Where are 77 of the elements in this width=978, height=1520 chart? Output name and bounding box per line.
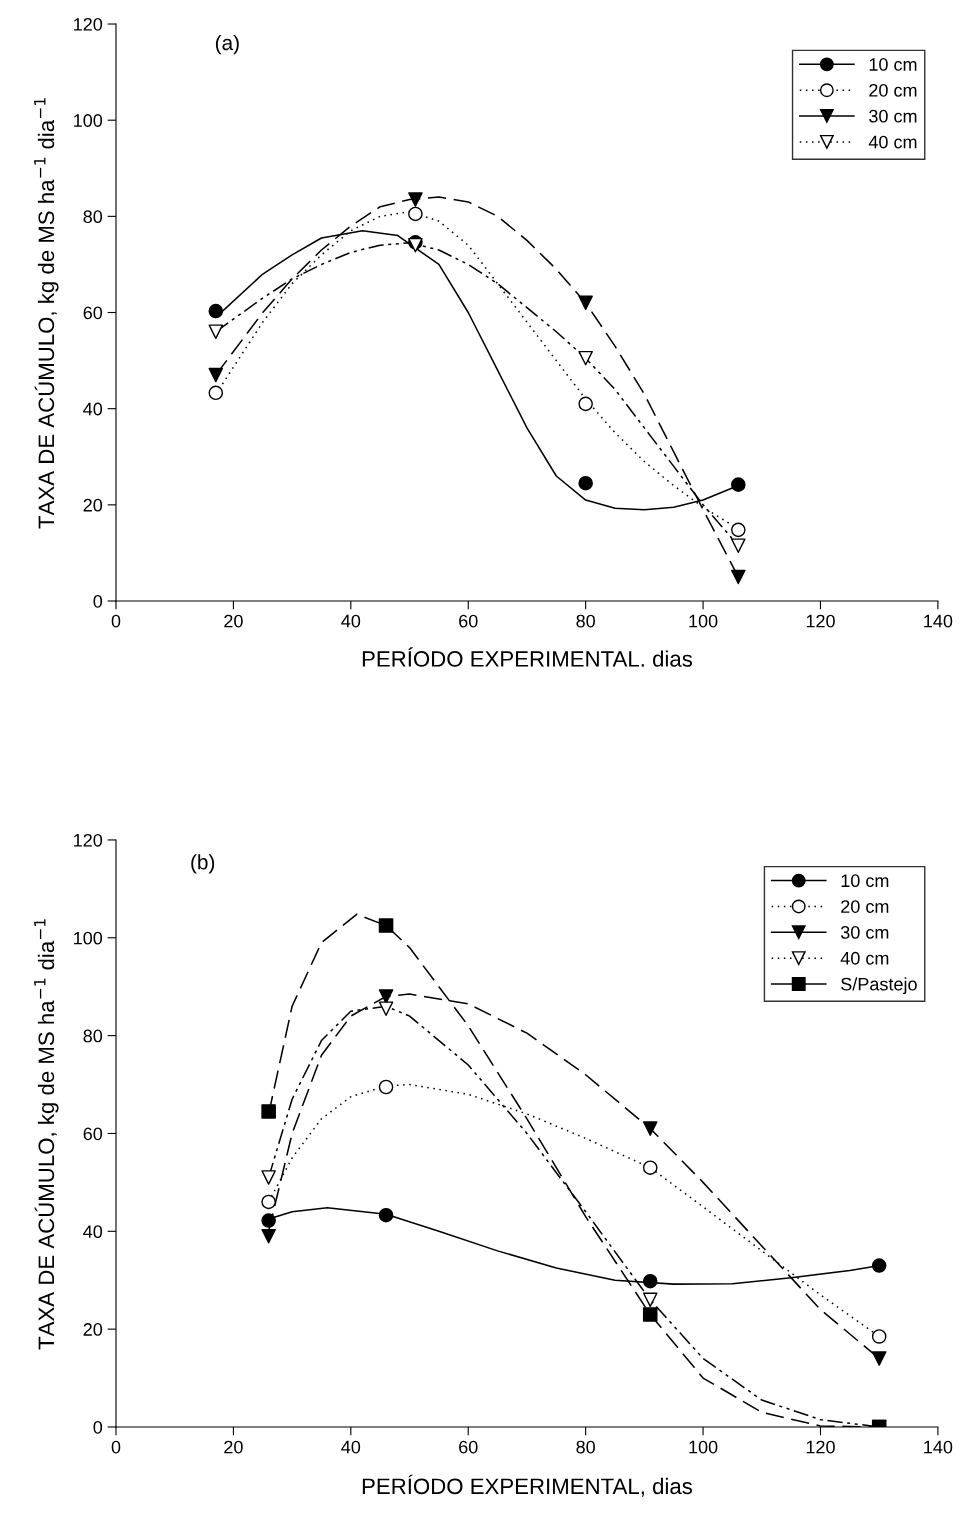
legend-label: 10 cm [869, 58, 917, 71]
point [642, 1292, 658, 1308]
point [378, 989, 394, 1004]
y-tick-label: 20 [83, 498, 103, 512]
y-tick-label: 100 [74, 931, 103, 945]
legend-label: 30 cm [840, 926, 889, 939]
y-tick-label: 120 [74, 17, 103, 31]
y-tick-label: 40 [83, 1225, 103, 1239]
point [578, 475, 593, 491]
x-tick-label: 20 [224, 614, 243, 628]
x-tick-label: 80 [576, 614, 595, 628]
legend-label: S/Pastejo [841, 977, 917, 995]
point [642, 1121, 658, 1136]
legend-label: 40 cm [840, 951, 889, 965]
x-tick-label: 80 [576, 1440, 595, 1454]
point [378, 1079, 394, 1095]
y-tick-label: 60 [83, 306, 103, 320]
point [208, 385, 224, 401]
point [261, 1170, 276, 1185]
y-tick-label: 80 [83, 1029, 103, 1043]
point [261, 1213, 276, 1228]
point [578, 295, 593, 311]
point [731, 477, 746, 492]
point [578, 396, 593, 412]
y-tick-label: 120 [74, 833, 103, 847]
x-tick-label: 100 [689, 1440, 718, 1454]
point [642, 1160, 658, 1175]
point [871, 1258, 887, 1273]
point [378, 1001, 394, 1017]
x-tick-label: 140 [924, 614, 953, 628]
point [642, 1273, 658, 1289]
point [578, 350, 593, 366]
y-tick-label: 0 [93, 594, 103, 608]
x-axis-title: PERÍODO EXPERIMENTAL, dias [362, 1474, 693, 1497]
legend-label: 30 cm [869, 109, 917, 123]
y-tick-label: 80 [83, 210, 103, 224]
point [261, 1104, 276, 1119]
point [731, 538, 746, 553]
x-tick-label: 0 [111, 1440, 121, 1454]
legend-label: 20 cm [869, 83, 917, 97]
x-tick-label: 120 [806, 614, 835, 628]
x-tick-label: 40 [341, 1440, 361, 1454]
y-tick-label: 0 [93, 1420, 103, 1434]
point [731, 569, 746, 585]
x-axis-title: PERÍODO EXPERIMENTAL. dias [362, 647, 693, 667]
point [408, 192, 423, 207]
point [871, 1329, 887, 1344]
point [871, 1351, 887, 1366]
legend-label: 10 cm [841, 874, 889, 888]
point [208, 324, 224, 340]
legend-label: 40 cm [868, 135, 917, 149]
y-tick-label: 60 [83, 1127, 103, 1141]
point [208, 367, 224, 383]
y-tick-label: 100 [74, 114, 103, 127]
point [642, 1307, 658, 1322]
x-tick-label: 100 [689, 614, 718, 628]
x-tick-label: 0 [111, 614, 121, 628]
point [261, 1228, 276, 1244]
annotation: (a) [215, 34, 239, 55]
point [378, 1207, 394, 1223]
point [731, 522, 746, 538]
point [378, 918, 394, 933]
x-tick-label: 60 [459, 1440, 478, 1454]
point [261, 1194, 276, 1210]
y-tick-label: 40 [83, 402, 103, 416]
x-tick-label: 120 [806, 1440, 835, 1454]
point [408, 206, 423, 222]
x-tick-label: 20 [224, 1440, 243, 1454]
legend-label: 20 cm [841, 900, 889, 913]
y-tick-label: 20 [83, 1323, 103, 1336]
y-axis-title: TAXA DE ACÚMULO, kg de MS ha$^{−1}$ dia$^{−1}$ [34, 919, 59, 1350]
y-axis-title: TAXA DE ACÚMULO, kg de MS ha$^{−1}$ dia$^{−1}$ [34, 98, 59, 529]
x-tick-label: 60 [459, 614, 478, 628]
point [208, 303, 224, 319]
x-tick-label: 140 [924, 1440, 953, 1454]
annotation: (b) [191, 854, 215, 874]
x-tick-label: 40 [341, 614, 361, 628]
